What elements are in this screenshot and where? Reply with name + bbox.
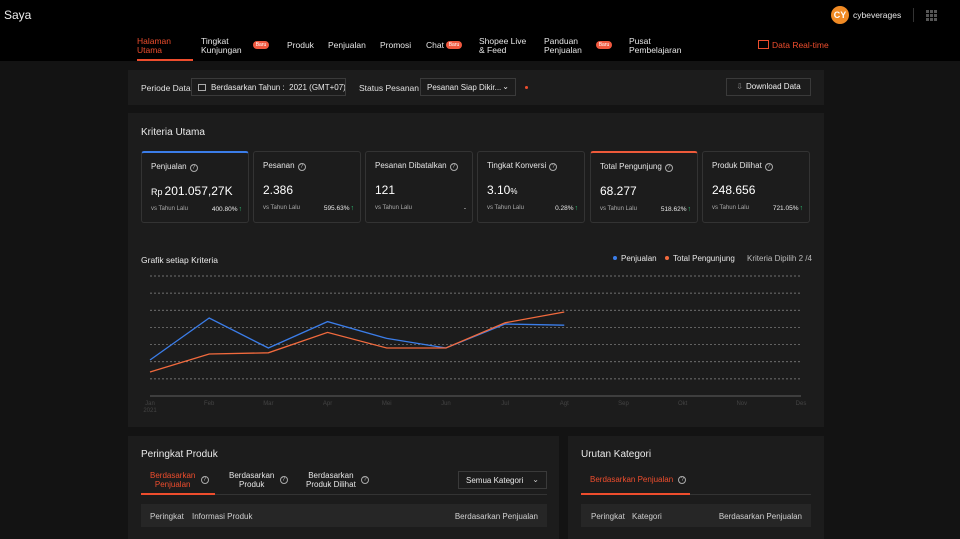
x-tick-label: Apr <box>323 401 332 407</box>
arrow-up-icon: ↑ <box>687 206 692 213</box>
chart-icon <box>758 40 769 49</box>
tab-pusat-pembelajaran[interactable]: Pusat Pembelajaran <box>629 36 682 55</box>
calendar-icon <box>198 84 206 91</box>
x-tick-label: Sep <box>618 401 629 407</box>
help-icon[interactable]: ? <box>764 163 773 171</box>
x-tick-label: Mei <box>382 401 392 407</box>
top-bar: Saya CY cybeverages <box>0 0 960 30</box>
metric-card-pesanan[interactable]: Pesanan? 2.386 vs Tahun Lalu 595.63%↑ <box>253 151 361 223</box>
divider <box>913 8 914 22</box>
tab-rank-by-views[interactable]: Berdasarkan Produk Dilihat ? <box>306 471 370 489</box>
x-tick-label: Mar <box>263 401 273 407</box>
x-tick-label: Nov <box>736 401 747 407</box>
x-tick-label: Okt <box>678 401 688 407</box>
section-title-category: Urutan Kategori <box>581 449 652 460</box>
help-icon[interactable]: ? <box>297 163 306 171</box>
tab-produk[interactable]: Produk <box>287 40 314 50</box>
order-status-select[interactable]: Pesanan Siap Dikir... ⌄ <box>420 78 516 96</box>
x-tick-label: Jan <box>145 401 155 407</box>
metric-card-pesanan-dibatalkan[interactable]: Pesanan Dibatalkan? 121 vs Tahun Lalu - <box>365 151 473 223</box>
help-icon[interactable]: ? <box>449 163 458 171</box>
section-title-criteria: Kriteria Utama <box>141 127 205 138</box>
apps-grid-icon[interactable] <box>926 10 937 21</box>
metric-card-tingkat-konversi[interactable]: Tingkat Konversi? 3.10% vs Tahun Lalu 0.… <box>477 151 585 223</box>
tab-category-by-sales[interactable]: Berdasarkan Penjualan ? <box>590 475 687 484</box>
x-tick-label: Feb <box>204 401 215 407</box>
help-icon[interactable]: ? <box>200 476 209 485</box>
avatar[interactable]: CY <box>831 6 849 24</box>
help-icon[interactable]: ? <box>678 476 687 484</box>
new-badge: Baru <box>596 41 612 49</box>
metric-card-produk-dilihat[interactable]: Produk Dilihat? 248.656 vs Tahun Lalu 72… <box>702 151 810 223</box>
tab-rank-by-product[interactable]: Berdasarkan Produk ? <box>229 471 288 489</box>
tab-halaman-utama[interactable]: Halaman Utama <box>137 36 172 55</box>
tab-chat[interactable]: Chat <box>426 40 444 50</box>
x-tick-label: Des <box>796 401 807 407</box>
chart-title: Grafik setiap Kriteria <box>141 255 218 265</box>
new-badge: Baru <box>446 41 462 49</box>
tab-divider <box>581 494 811 495</box>
tab-rank-by-sales[interactable]: Berdasarkan Penjualan ? <box>150 471 209 489</box>
new-badge: Baru <box>253 41 269 49</box>
download-icon: ⇩ <box>736 82 743 91</box>
series-line-total-pengunjung[interactable] <box>149 311 565 373</box>
x-tick-label: Jun <box>441 401 451 407</box>
status-dot <box>525 86 528 89</box>
ranking-table-header: Peringkat Informasi Produk Berdasarkan P… <box>141 504 547 527</box>
help-icon[interactable]: ? <box>664 164 673 172</box>
metric-card-total-pengunjung[interactable]: Total Pengunjung? 68.277 vs Tahun Lalu 5… <box>590 151 698 223</box>
tab-divider <box>141 494 547 495</box>
legend-penjualan[interactable]: Penjualan <box>613 254 657 263</box>
download-data-button[interactable]: ⇩ Download Data <box>726 78 811 96</box>
arrow-up-icon: ↑ <box>799 205 804 212</box>
series-line-penjualan[interactable] <box>149 317 565 361</box>
active-tab-indicator <box>581 493 690 495</box>
x-tick-year: 2021 <box>143 408 157 414</box>
criteria-selected-count: Kriteria Dipilih 2 /4 <box>747 254 812 263</box>
active-tab-indicator <box>137 59 193 61</box>
arrow-up-icon: ↑ <box>350 205 355 212</box>
status-label: Status Pesanan <box>359 83 420 93</box>
tab-promosi[interactable]: Promosi <box>380 40 412 50</box>
help-icon[interactable]: ? <box>549 163 558 171</box>
category-table-header: Peringkat Kategori Berdasarkan Penjualan <box>581 504 811 527</box>
period-label: Periode Data <box>141 83 191 93</box>
period-picker[interactable]: Berdasarkan Tahun : 2021 (GMT+07) <box>191 78 346 96</box>
help-icon[interactable]: ? <box>279 476 288 485</box>
active-tab-indicator <box>141 493 215 495</box>
arrow-up-icon: ↑ <box>238 206 243 213</box>
legend-total-pengunjung[interactable]: Total Pengunjung <box>665 254 735 263</box>
legend-dot <box>665 256 669 260</box>
arrow-up-icon: ↑ <box>574 205 579 212</box>
help-icon[interactable]: ? <box>189 164 198 172</box>
tab-penjualan[interactable]: Penjualan <box>328 40 366 50</box>
chevron-down-icon: ⌄ <box>502 82 509 91</box>
x-tick-label: Agt <box>560 401 569 407</box>
main-nav: Halaman Utama Tingkat Kunjungan Baru Pro… <box>0 30 960 61</box>
category-select[interactable]: Semua Kategori ⌄ <box>458 471 547 489</box>
metric-card-penjualan[interactable]: Penjualan? Rp 201.057,27K vs Tahun Lalu 4… <box>141 151 249 223</box>
tab-tingkat-kunjungan[interactable]: Tingkat Kunjungan <box>201 36 242 55</box>
section-title-ranking: Peringkat Produk <box>141 449 218 460</box>
username[interactable]: cybeverages <box>853 10 902 20</box>
tab-shopee-live-feed[interactable]: Shopee Live & Feed <box>479 36 527 55</box>
x-tick-label: Jul <box>501 401 509 407</box>
tab-panduan-penjualan[interactable]: Panduan Penjualan <box>544 36 582 55</box>
chevron-down-icon: ⌄ <box>532 475 539 484</box>
page-title: Saya <box>4 8 32 22</box>
realtime-data-link[interactable]: Data Real-time <box>758 40 829 50</box>
legend-dot <box>613 256 617 260</box>
help-icon[interactable]: ? <box>361 476 370 485</box>
